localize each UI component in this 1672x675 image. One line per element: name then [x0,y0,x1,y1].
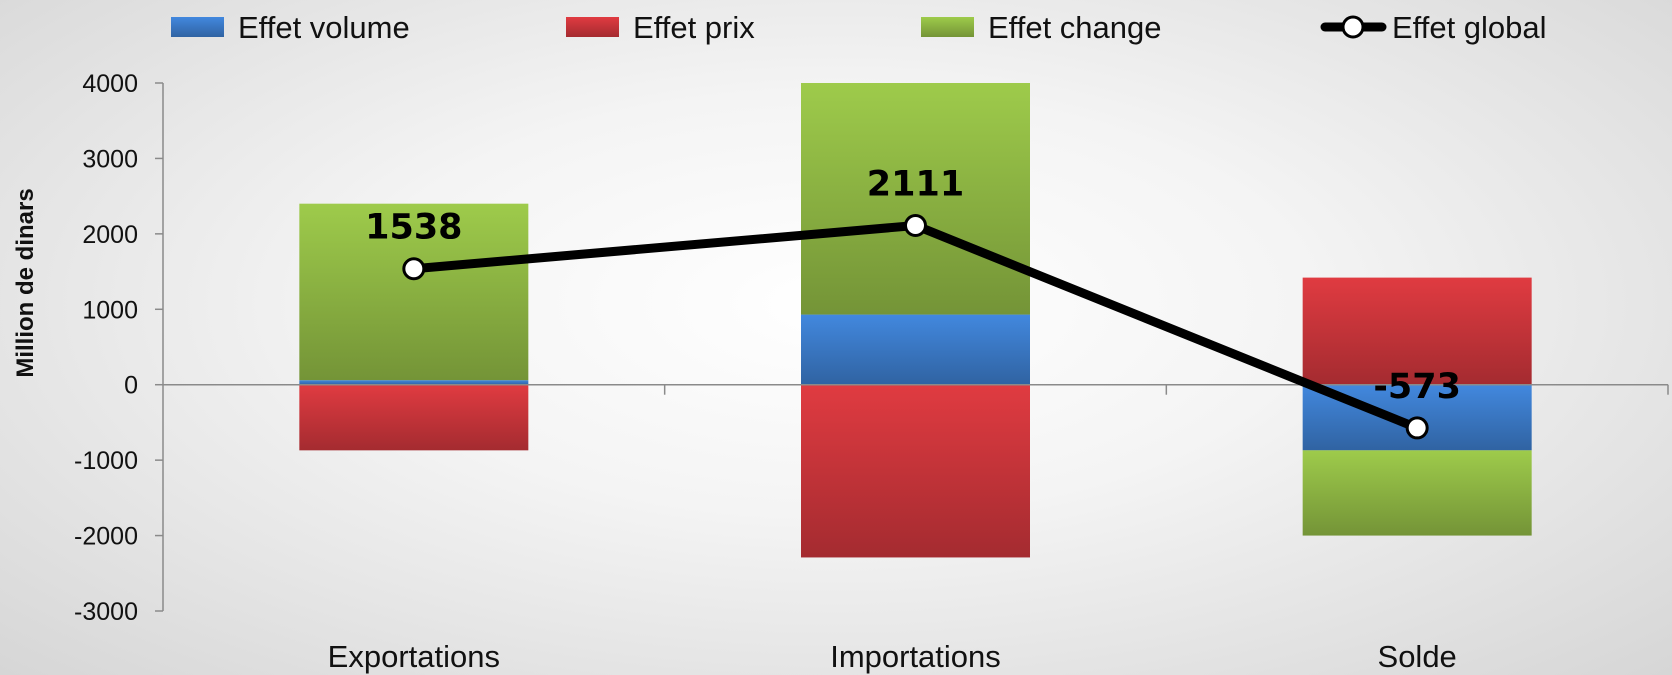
y-axis: Million de dinars 4000 3000 2000 1000 0 -1000… [12,70,164,626]
legend-item-effet-global: Effet global [1320,10,1547,45]
bar-effet-change-importations [801,83,1030,315]
effet-global-point [1405,416,1429,440]
effet-global-data-label: 1538 [365,208,462,248]
bar-effet-volume-importations [801,314,1030,385]
legend-label-effet-prix: Effet prix [633,10,755,45]
y-axis-title: Million de dinars [12,188,39,377]
category-label-exportations: Exportations [328,639,500,674]
bars [299,83,1532,558]
bar-effet-change-exportations [299,203,529,381]
bar-effet-prix-solde [1302,277,1532,385]
legend-swatch-effet-prix [566,17,619,37]
y-tick-label: 4000 [82,70,138,98]
y-tick-label: 1000 [82,296,138,324]
effet-global-data-label: -573 [1373,367,1461,407]
effet-global-line: 1538 2111 -573 [365,164,1461,440]
bar-effet-change-solde [1302,450,1532,536]
y-tick-label: 2000 [82,221,138,249]
effet-global-data-label: 2111 [867,164,964,204]
effet-global-point [904,213,927,237]
x-axis-labels: Exportations Importations Solde [328,639,1457,674]
legend-label-effet-global: Effet global [1392,10,1547,45]
bar-effet-volume-exportations [299,380,529,385]
legend-swatch-effet-change [921,17,974,37]
legend-item-effet-volume: Effet volume [171,10,410,45]
legend: Effet volume Effet prix Effet change Effet … [171,10,1547,45]
category-label-solde: Solde [1378,639,1457,674]
legend-label-effet-volume: Effet volume [238,10,410,45]
effet-global-point [402,257,426,281]
legend-item-effet-change: Effet change [921,10,1162,45]
bar-effet-prix-importations [801,384,1030,558]
y-tick-label: 3000 [82,145,138,173]
zero-baseline [163,383,1669,395]
legend-swatch-effet-volume [171,17,224,37]
legend-swatch-marker [1341,15,1365,39]
legend-item-effet-prix: Effet prix [566,10,755,45]
y-tick-label: -2000 [74,523,138,551]
y-tick-label: 0 [124,372,138,400]
category-label-importations: Importations [830,639,1001,674]
y-tick-label: -3000 [74,598,138,626]
bar-effet-prix-exportations [299,384,529,451]
legend-label-effet-change: Effet change [988,10,1162,45]
y-tick-label: -1000 [74,447,138,475]
